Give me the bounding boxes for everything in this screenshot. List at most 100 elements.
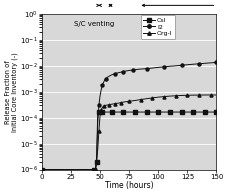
I2 — [214, 61, 217, 64]
I2 — [168, 65, 170, 67]
I2 — [96, 122, 99, 125]
Org-I — [98, 114, 101, 117]
I2 — [145, 67, 147, 70]
CsI — [98, 111, 101, 113]
CsI — [191, 111, 194, 113]
CsI — [162, 111, 165, 113]
I2 — [110, 74, 113, 76]
CsI — [97, 111, 100, 113]
CsI — [95, 161, 97, 163]
Org-I — [92, 168, 95, 171]
I2 — [156, 66, 159, 69]
CsI — [197, 111, 200, 113]
Org-I — [214, 94, 217, 96]
I2 — [97, 104, 100, 106]
Org-I — [156, 96, 159, 98]
Org-I — [145, 98, 147, 100]
CsI — [101, 111, 103, 113]
I2 — [127, 69, 130, 72]
CsI — [94, 168, 96, 171]
Org-I — [99, 109, 102, 111]
CsI — [92, 168, 95, 171]
CsI — [151, 111, 153, 113]
I2 — [98, 95, 101, 97]
I2 — [139, 68, 141, 70]
CsI — [91, 168, 94, 171]
Org-I — [91, 168, 94, 171]
Org-I — [162, 95, 165, 98]
I2 — [106, 75, 109, 78]
I2 — [103, 79, 106, 81]
I2 — [131, 69, 133, 71]
I2 — [95, 161, 97, 163]
Org-I — [139, 98, 141, 101]
CsI — [202, 111, 205, 113]
Org-I — [95, 161, 97, 163]
Org-I — [179, 94, 182, 97]
Org-I — [121, 101, 124, 103]
Org-I — [104, 104, 107, 106]
CsI — [133, 111, 136, 113]
I2 — [40, 168, 43, 171]
Org-I — [101, 106, 103, 109]
I2 — [101, 84, 103, 86]
I2 — [191, 63, 194, 65]
Org-I — [208, 94, 211, 96]
I2 — [91, 168, 94, 171]
I2 — [174, 65, 176, 67]
Org-I — [108, 103, 110, 106]
I2 — [197, 63, 200, 65]
Y-axis label: Release Fraction of
Initial Core Inventory (-): Release Fraction of Initial Core Invento… — [5, 52, 18, 132]
I2 — [202, 62, 205, 65]
I2 — [151, 67, 153, 69]
I2 — [104, 77, 107, 80]
Org-I — [116, 102, 118, 105]
CsI — [214, 111, 217, 113]
Org-I — [96, 148, 99, 151]
CsI — [96, 112, 99, 114]
Org-I — [113, 102, 116, 105]
Org-I — [102, 105, 104, 107]
I2 — [116, 72, 118, 74]
Line: I2: I2 — [40, 61, 217, 171]
CsI — [168, 111, 170, 113]
Org-I — [197, 94, 200, 96]
Org-I — [40, 168, 43, 171]
Line: CsI: CsI — [40, 111, 217, 171]
CsI — [110, 111, 113, 113]
Org-I — [94, 168, 96, 171]
I2 — [185, 64, 188, 66]
Legend: CsI, I2, Org-I: CsI, I2, Org-I — [140, 15, 175, 39]
CsI — [139, 111, 141, 113]
CsI — [104, 111, 107, 113]
Org-I — [191, 94, 194, 96]
Org-I — [97, 130, 100, 132]
Line: Org-I: Org-I — [40, 93, 217, 171]
I2 — [121, 70, 124, 73]
CsI — [185, 111, 188, 113]
CsI — [174, 111, 176, 113]
I2 — [125, 70, 128, 72]
CsI — [116, 111, 118, 113]
CsI — [156, 111, 159, 113]
Org-I — [168, 95, 170, 97]
I2 — [102, 81, 104, 83]
I2 — [208, 62, 211, 64]
Org-I — [202, 94, 205, 96]
Org-I — [127, 100, 130, 102]
CsI — [208, 111, 211, 113]
CsI — [179, 111, 182, 113]
CsI — [121, 111, 124, 113]
Org-I — [110, 103, 113, 105]
I2 — [162, 66, 165, 68]
Org-I — [185, 94, 188, 97]
CsI — [145, 111, 147, 113]
Org-I — [174, 95, 176, 97]
Org-I — [133, 99, 136, 102]
I2 — [119, 71, 122, 73]
I2 — [133, 68, 136, 71]
I2 — [99, 89, 102, 91]
Org-I — [151, 97, 153, 99]
CsI — [127, 111, 130, 113]
I2 — [113, 73, 116, 75]
